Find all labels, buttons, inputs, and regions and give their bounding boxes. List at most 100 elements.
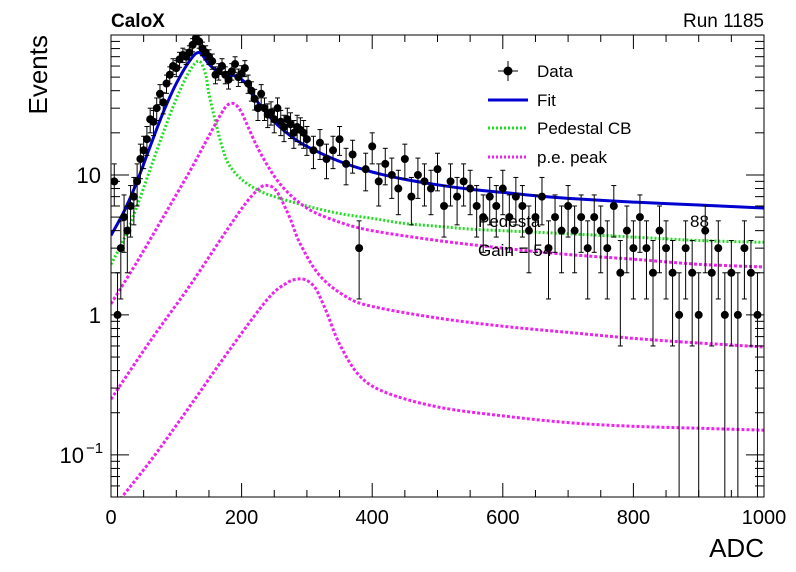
data-point (266, 108, 275, 117)
pedestal-curve (111, 59, 764, 265)
data-point (361, 165, 370, 174)
pe-peak-curve-3 (119, 277, 764, 497)
data-point (116, 244, 125, 253)
data-point (329, 146, 338, 155)
data-point (152, 104, 161, 113)
data-point (208, 57, 217, 66)
data-point (720, 310, 729, 319)
data-point (466, 184, 475, 193)
legend-label: p.e. peak (537, 148, 607, 167)
data-point (227, 67, 236, 76)
data-point (253, 104, 262, 113)
data-point (577, 213, 586, 222)
data-point (322, 155, 331, 164)
data-point (355, 244, 364, 253)
data-point (218, 62, 227, 71)
data-point (420, 177, 429, 186)
data-point (688, 268, 697, 277)
data-point (136, 155, 145, 164)
data-point (270, 115, 279, 124)
data-point (453, 192, 462, 201)
data-point (126, 202, 135, 211)
x-tick-label: 800 (617, 507, 650, 529)
x-tick-label: 400 (356, 507, 389, 529)
data-point (149, 117, 158, 126)
data-point (247, 86, 256, 95)
data-point (590, 213, 599, 222)
data-point (240, 64, 249, 73)
data-point (694, 310, 703, 319)
data-point (609, 202, 618, 211)
data-point (668, 268, 677, 277)
data-point (387, 170, 396, 179)
data-point (485, 192, 494, 201)
header-left: CaloX (111, 11, 165, 32)
data-point (302, 135, 311, 144)
data-point (648, 268, 657, 277)
header-right: Run 1185 (683, 11, 764, 32)
data-point (701, 226, 710, 235)
data-point (165, 70, 174, 79)
x-tick-label: 0 (105, 507, 116, 529)
data-point (505, 213, 514, 222)
data-point (707, 268, 716, 277)
data-point (224, 75, 233, 84)
data-point (195, 37, 204, 46)
data-point (681, 244, 690, 253)
data-point (407, 192, 416, 201)
data-point (142, 135, 151, 144)
data-point (446, 177, 455, 186)
data-point (596, 226, 605, 235)
data-point (733, 310, 742, 319)
data-point (635, 213, 644, 222)
data-point (309, 146, 318, 155)
y-tick-label: 10 (77, 163, 101, 188)
data-point (172, 64, 181, 73)
data-point (286, 120, 295, 129)
data-point (675, 310, 684, 319)
y-tick-label: 10 (60, 443, 84, 468)
legend-label: Data (537, 62, 573, 81)
data-point (260, 104, 269, 113)
data-point (162, 79, 171, 88)
data-point (511, 192, 520, 201)
data-point (335, 135, 344, 144)
data-layer (111, 35, 762, 497)
data-point (459, 177, 468, 186)
y-axis-label: Events (23, 35, 53, 115)
data-point (433, 165, 442, 174)
y-tick-exponent: −1 (86, 440, 103, 457)
data-point (544, 244, 553, 253)
data-point (280, 123, 289, 132)
data-point (564, 202, 573, 211)
data-point (381, 159, 390, 168)
data-point (123, 226, 132, 235)
x-tick-label: 200 (225, 507, 258, 529)
data-point (185, 48, 194, 57)
data-point (746, 268, 755, 277)
data-point (714, 244, 723, 253)
data-point (524, 226, 533, 235)
data-point (299, 128, 308, 137)
data-point (342, 159, 351, 168)
data-point (257, 89, 266, 98)
data-point (231, 60, 240, 69)
pedestal-annotation-suffix: 88 (690, 212, 709, 231)
data-point (570, 226, 579, 235)
data-point (159, 98, 168, 107)
data-point (583, 244, 592, 253)
data-point (603, 244, 612, 253)
data-point (348, 150, 357, 159)
data-point (622, 226, 631, 235)
data-point (518, 202, 527, 211)
data-point (139, 146, 148, 155)
fit-annotations: Pedesta 88 Gain = 54 (478, 212, 709, 260)
data-point (133, 177, 142, 186)
pe-peak-curve-1 (111, 101, 764, 305)
x-tick-label: 600 (486, 507, 519, 529)
data-point (479, 213, 488, 222)
data-point (727, 268, 736, 277)
data-point (426, 184, 435, 193)
